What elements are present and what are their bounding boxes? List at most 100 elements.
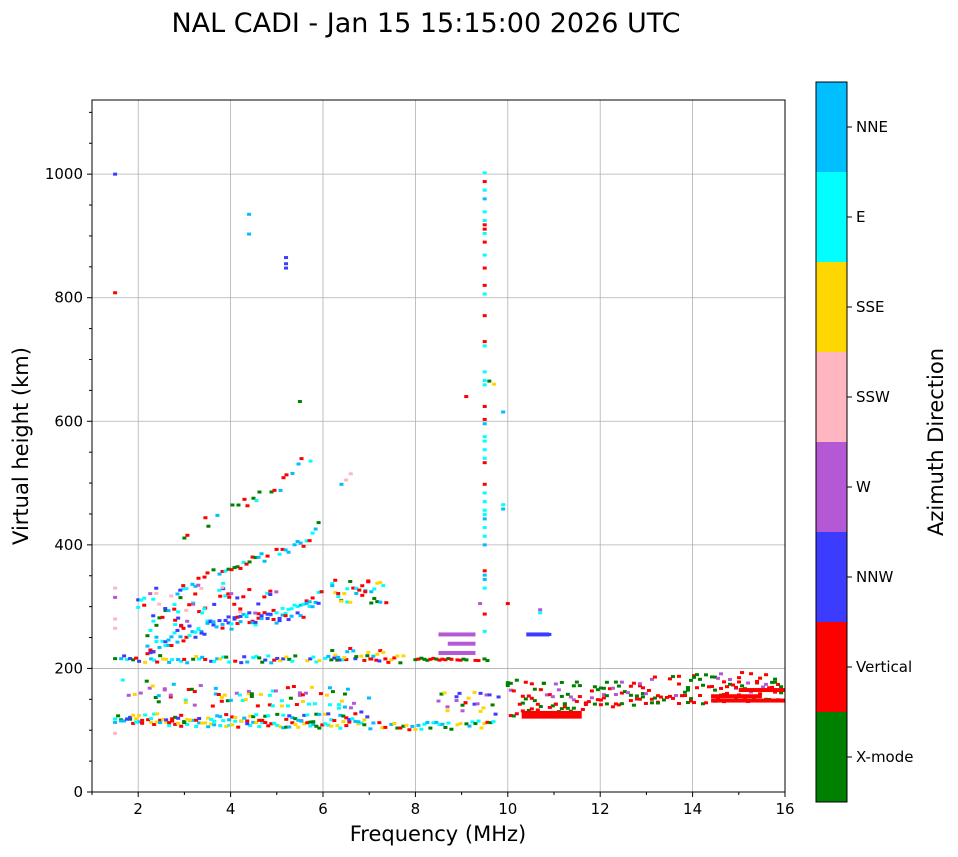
echo-cell [336,655,341,659]
colorbar-frame [815,81,848,803]
echo-cell [481,706,486,710]
echo-cell [203,516,208,520]
echo-cell [401,724,406,728]
echo-cell [266,724,271,728]
echo-cell [571,706,576,710]
echo-cell [601,686,606,690]
echo-cell [688,699,693,703]
echo-cell [128,715,133,719]
echo-cell [482,508,487,512]
echo-cell [395,726,400,730]
echo-cell [655,694,660,698]
echo-cell [482,171,487,175]
echo-cell [306,702,311,706]
echo-cell [182,536,187,540]
echo-cell [151,650,156,654]
echo-cell [580,707,585,711]
echo-cell [245,722,250,726]
echo-cell [302,722,307,726]
echo-cell [697,694,702,698]
echo-cell [342,591,347,595]
echo-cell [197,721,202,725]
echo-cell [202,607,207,611]
echo-cell [192,703,197,707]
echo-cell [300,699,305,703]
echo-cell [700,683,705,687]
echo-cell [116,714,121,718]
echo-cell [559,707,564,711]
echo-cell [292,543,297,547]
echo-cell [574,699,579,703]
echo-cell [550,704,555,708]
echo-cell [218,715,223,719]
echo-cell [164,657,169,661]
echo-cell [374,658,379,662]
echo-cell [770,685,775,689]
echo-cell [291,685,296,689]
echo-cell [307,539,312,543]
echo-cell [179,659,184,663]
echo-cell [148,651,153,655]
echo-cell [449,727,454,731]
echo-cell [514,712,519,716]
echo-cell [257,490,262,494]
echo-cell [535,702,540,706]
echo-cell [341,658,346,662]
echo-cell [249,692,254,696]
echo-cell [473,658,478,662]
x-tick-label: 14 [683,800,702,818]
echo-cell [229,627,234,631]
echo-cell [143,713,148,717]
echo-cell [301,615,306,619]
echo-cell [266,654,271,658]
echo-cell [200,611,205,615]
echo-cell [464,722,469,726]
echo-cell [297,691,302,695]
echo-cell [592,685,597,689]
echo-cell [176,716,181,720]
echo-cell [286,618,291,622]
echo-cell [326,723,331,727]
echo-cell [501,410,506,414]
echo-cell [181,584,186,588]
echo-cell [348,472,353,476]
echo-cell [482,314,487,318]
echo-cell [223,569,228,573]
echo-cell [278,488,283,492]
echo-cell [297,400,302,404]
echo-cell [719,686,724,690]
echo-cell [327,703,332,707]
echo-cell [241,612,246,616]
x-tick-label: 6 [318,800,328,818]
echo-cell [413,658,418,662]
echo-cell [338,726,343,730]
echo-cell [113,626,118,630]
echo-cell [392,722,397,726]
echo-cell [318,692,323,696]
echo-cell [253,620,258,624]
echo-cell [550,695,555,699]
echo-cell [214,625,219,629]
echo-cell [313,527,318,531]
colorbar-label: SSE [856,298,885,316]
echo-cell [215,513,220,517]
echo-cell [226,592,231,596]
echo-cell [565,706,570,710]
echo-cell [190,582,195,586]
echo-cell [228,698,233,702]
echo-cell [773,690,778,694]
echo-cell [290,659,295,663]
echo-cell [779,685,784,689]
echo-cell [182,721,187,725]
echo-cell [211,568,216,572]
echo-cell [357,588,362,592]
echo-cell [616,684,621,688]
echo-cell [302,713,307,717]
echo-cell [167,660,172,664]
echo-cell [226,615,231,619]
echo-cell [193,630,198,634]
echo-cell [301,602,306,606]
echo-cell [215,657,220,661]
echo-cell [200,655,205,659]
echo-cell [308,459,313,463]
